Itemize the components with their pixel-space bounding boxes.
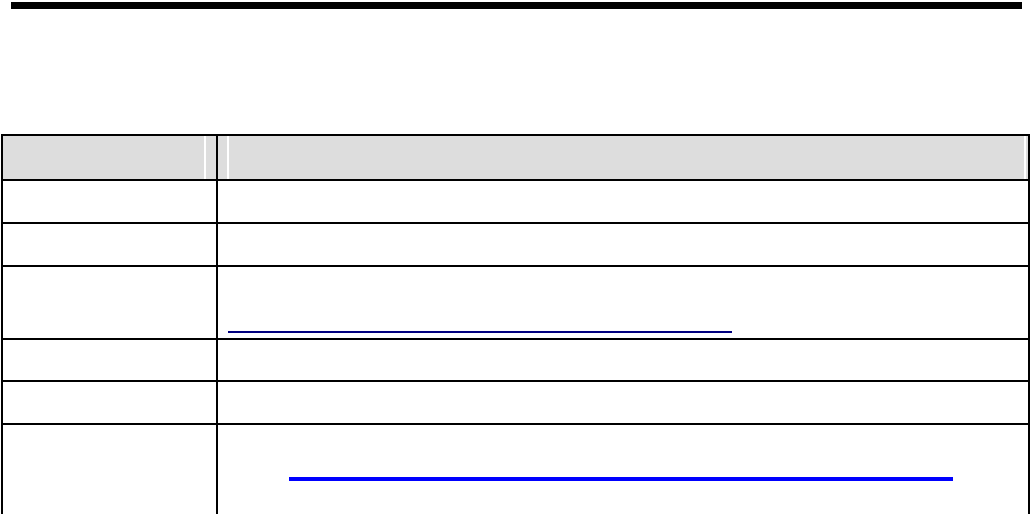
header-cell-right-text <box>218 136 1028 144</box>
data-table <box>1 134 1030 514</box>
row1-value-text <box>218 181 1028 189</box>
header-cell-left-text <box>3 136 216 144</box>
hyperlink-underline-navy[interactable] <box>228 331 732 333</box>
row2-value-cell <box>218 224 1028 265</box>
header-cell-left <box>3 136 218 179</box>
row1-value-cell <box>218 181 1028 222</box>
row2-label-text <box>3 224 216 232</box>
row3-label-cell <box>3 267 218 338</box>
row3-value-text <box>218 267 1028 275</box>
row6-label-cell <box>3 425 218 514</box>
row5-value-text <box>218 382 1028 390</box>
table-row <box>3 425 1028 514</box>
table-row <box>3 181 1028 224</box>
row6-value-text <box>218 425 1028 433</box>
row3-value-cell <box>218 267 1028 338</box>
row5-value-cell <box>218 382 1028 423</box>
row5-label-cell <box>3 382 218 423</box>
row1-label-cell <box>3 181 218 222</box>
table-row <box>3 267 1028 340</box>
table-row <box>3 340 1028 382</box>
row4-label-cell <box>3 340 218 380</box>
row2-value-text <box>218 224 1028 232</box>
hyperlink-underline-blue[interactable] <box>289 477 953 481</box>
row2-label-cell <box>3 224 218 265</box>
row1-label-text <box>3 181 216 189</box>
row3-label-text <box>3 267 216 275</box>
table-row <box>3 382 1028 425</box>
row5-label-text <box>3 382 216 390</box>
table-row <box>3 224 1028 267</box>
row6-label-text <box>3 425 216 433</box>
top-horizontal-rule <box>11 2 1022 9</box>
row4-label-text <box>3 340 216 348</box>
row4-value-text <box>218 340 1028 348</box>
header-cell-right <box>218 136 1028 179</box>
row4-value-cell <box>218 340 1028 380</box>
table-header-row <box>3 136 1028 181</box>
row6-value-cell <box>218 425 1028 514</box>
